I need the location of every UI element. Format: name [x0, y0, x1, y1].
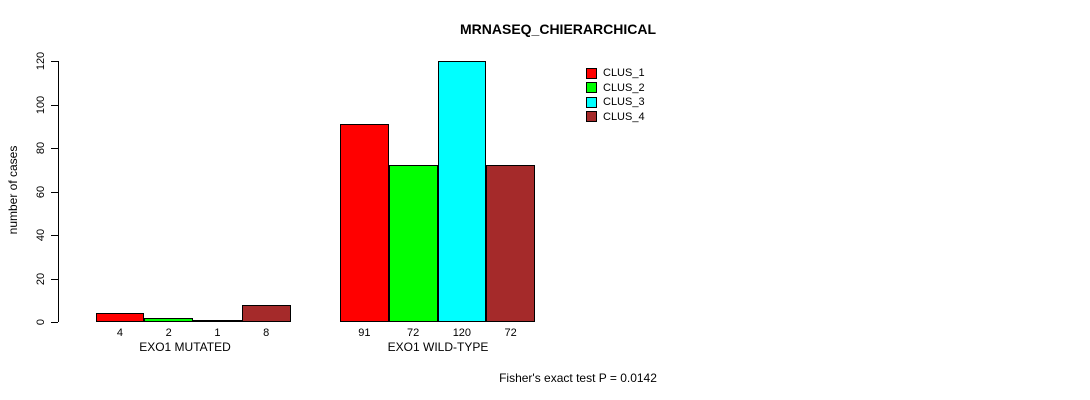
y-tick-label: 20: [35, 272, 47, 286]
bar-value-label: 1: [214, 327, 221, 339]
bar-clus-2: [388, 165, 438, 322]
pvalue-annotation: Fisher's exact test P = 0.0142: [499, 371, 657, 385]
y-tick: [51, 105, 58, 106]
legend-label: CLUS_1: [603, 67, 645, 80]
bar-clus-1: [95, 313, 145, 322]
y-tick: [51, 192, 58, 193]
y-tick-label: 100: [35, 95, 47, 115]
y-tick-label: 60: [35, 185, 47, 199]
y-tick-label: 0: [35, 318, 47, 326]
bar-clus-3: [437, 61, 487, 322]
bar-value-label: 2: [165, 327, 172, 339]
y-tick-label: 40: [35, 228, 47, 242]
bar-clus-3: [193, 320, 242, 322]
legend-swatch-clus-2: [586, 82, 597, 94]
bar-clus-1: [340, 124, 389, 322]
legend-row: CLUS_4: [586, 110, 645, 125]
legend-row: CLUS_1: [586, 66, 645, 81]
bar-value-label: 91: [358, 327, 371, 339]
bar-clus-4: [241, 305, 291, 322]
legend-swatch-clus-3: [586, 96, 597, 108]
y-axis-line: [58, 61, 59, 322]
legend: CLUS_1 CLUS_2 CLUS_3 CLUS_4: [586, 66, 645, 124]
legend-swatch-clus-4: [586, 111, 597, 123]
bar-value-label: 4: [116, 327, 123, 339]
y-axis-label: number of cases: [6, 145, 20, 235]
y-tick: [51, 322, 58, 323]
bar-value-label: 72: [407, 327, 420, 339]
y-tick-label: 120: [35, 51, 47, 71]
legend-row: CLUS_2: [586, 81, 645, 96]
legend-label: CLUS_4: [603, 110, 645, 123]
group-label-exo1-mutated: EXO1 MUTATED: [139, 340, 231, 354]
chart-title: MRNASEQ_CHIERARCHICAL: [459, 21, 657, 37]
y-tick: [51, 235, 58, 236]
group-label-exo1-wild-type: EXO1 WILD-TYPE: [387, 340, 489, 354]
legend-swatch-clus-1: [586, 67, 597, 79]
legend-label: CLUS_2: [603, 81, 645, 94]
bar-value-label: 120: [452, 327, 472, 339]
y-tick: [51, 279, 58, 280]
legend-label: CLUS_3: [603, 96, 645, 109]
bar-value-label: 8: [263, 327, 270, 339]
legend-row: CLUS_3: [586, 95, 645, 110]
bar-clus-2: [144, 318, 193, 322]
bar-clus-4: [486, 165, 535, 322]
y-tick: [51, 61, 58, 62]
y-tick-label: 80: [35, 141, 47, 155]
bar-value-label: 72: [504, 327, 517, 339]
y-tick: [51, 148, 58, 149]
